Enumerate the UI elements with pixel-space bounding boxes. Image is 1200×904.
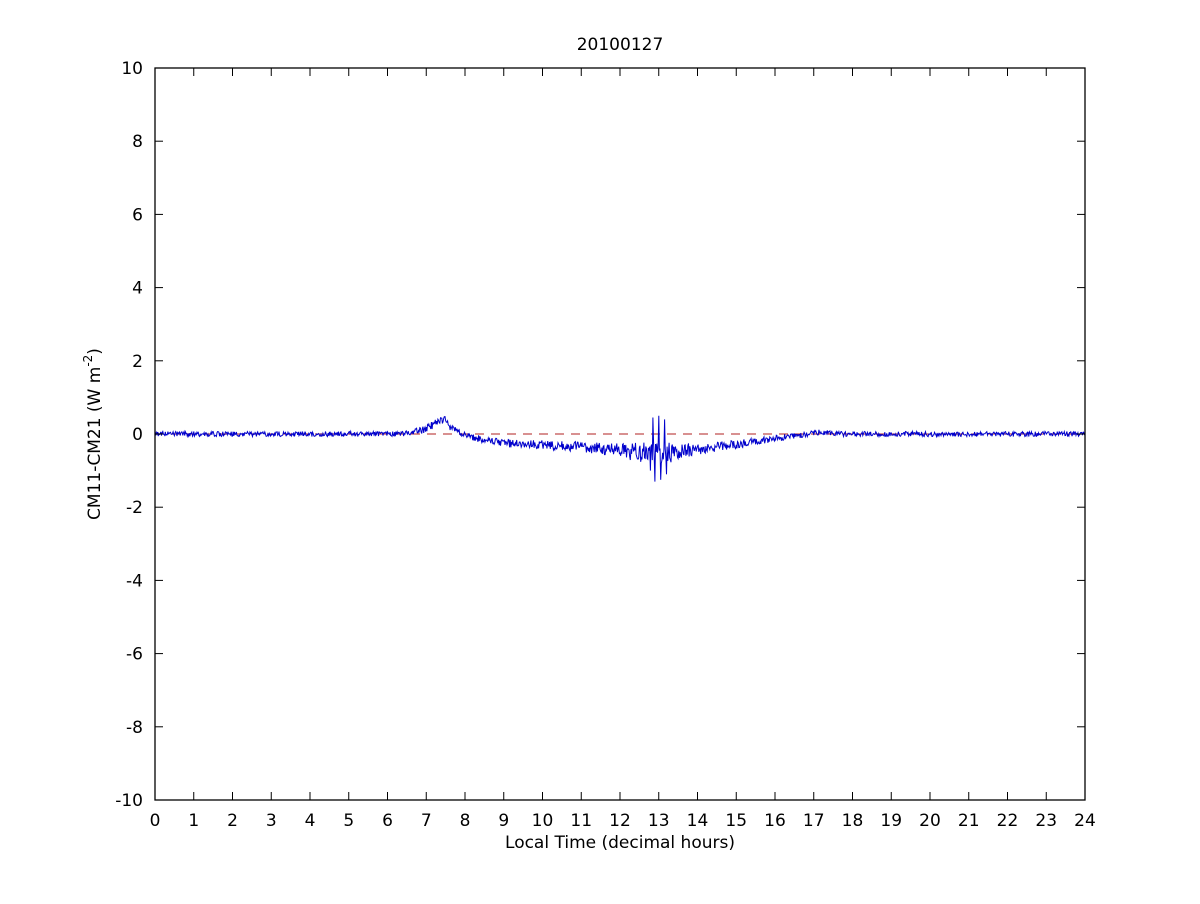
x-tick-label: 9 xyxy=(498,811,509,831)
x-tick-label: 11 xyxy=(570,811,592,831)
x-axis-label: Local Time (decimal hours) xyxy=(505,833,735,853)
x-tick-labels: 0 1 2 3 4 5 6 7 8 9 10 11 12 13 14 15 16 17 18 19 20 21 22 23 24 xyxy=(150,811,1096,831)
x-tick-label: 4 xyxy=(305,811,316,831)
x-tick-label: 18 xyxy=(842,811,864,831)
x-tick-label: 14 xyxy=(687,811,709,831)
y-tick-label: 10 xyxy=(121,59,143,79)
y-tick-labels: -10 -8 -6 -4 -2 0 2 4 6 8 10 xyxy=(115,59,143,811)
y-tick-label: -4 xyxy=(126,571,143,591)
y-axis-label: CM11-CM21 (W m-2) xyxy=(81,348,105,520)
x-tick-label: 16 xyxy=(764,811,786,831)
y-axis-label-close: ) xyxy=(85,348,105,355)
x-ticks xyxy=(154,68,1086,800)
x-tick-label: 3 xyxy=(266,811,277,831)
y-ticks xyxy=(155,67,1085,801)
x-tick-label: 24 xyxy=(1074,811,1096,831)
y-tick-label: 8 xyxy=(132,132,143,152)
x-tick-label: 20 xyxy=(919,811,941,831)
x-tick-label: 8 xyxy=(460,811,471,831)
x-tick-label: 23 xyxy=(1035,811,1057,831)
x-tick-label: 22 xyxy=(997,811,1019,831)
x-tick-label: 6 xyxy=(382,811,393,831)
x-tick-label: 21 xyxy=(958,811,980,831)
y-tick-label: -10 xyxy=(115,791,143,811)
y-tick-label: -8 xyxy=(126,718,143,738)
y-tick-label: 6 xyxy=(132,205,143,225)
x-tick-label: 2 xyxy=(227,811,238,831)
x-tick-label: 13 xyxy=(648,811,670,831)
x-tick-label: 19 xyxy=(880,811,902,831)
difference-series-line xyxy=(154,415,1086,482)
x-tick-label: 12 xyxy=(609,811,631,831)
chart-title: 20100127 xyxy=(577,35,664,55)
y-tick-label: 0 xyxy=(132,425,143,445)
y-tick-label: 4 xyxy=(132,279,143,299)
x-tick-label: 17 xyxy=(803,811,825,831)
x-tick-label: 15 xyxy=(725,811,747,831)
y-tick-label: -6 xyxy=(126,645,143,665)
y-tick-label: -2 xyxy=(126,498,143,518)
y-axis-label-exponent: -2 xyxy=(81,355,95,367)
x-tick-label: 5 xyxy=(343,811,354,831)
x-tick-label: 7 xyxy=(421,811,432,831)
x-tick-label: 1 xyxy=(188,811,199,831)
y-axis-label-main: CM11-CM21 (W m xyxy=(85,367,105,520)
x-tick-label: 10 xyxy=(532,811,554,831)
y-tick-label: 2 xyxy=(132,352,143,372)
x-tick-label: 0 xyxy=(150,811,161,831)
